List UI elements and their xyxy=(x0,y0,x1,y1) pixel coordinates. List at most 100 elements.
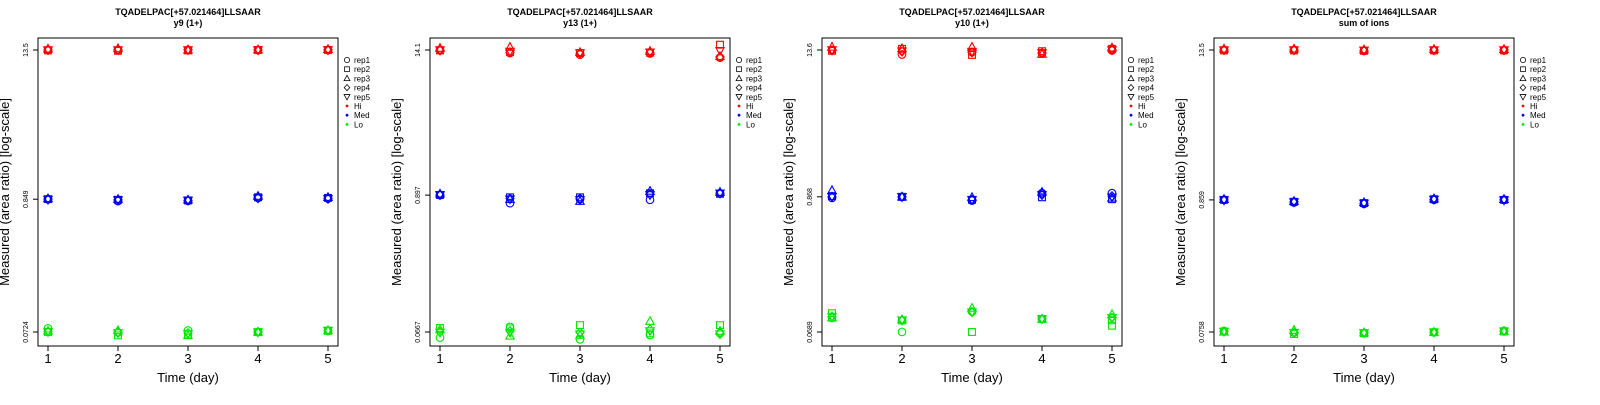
data-point-med-rep1 xyxy=(1107,188,1117,198)
legend-label: rep3 xyxy=(354,74,371,83)
legend-item-rep5 xyxy=(343,94,351,101)
data-points xyxy=(826,41,1118,337)
legend-marker xyxy=(735,83,743,92)
legend-item-rep5 xyxy=(1519,94,1527,101)
chart-title: TQADELPAC[+57.021464]LLSAAR xyxy=(115,7,261,17)
data-point-lo-rep5 xyxy=(896,316,908,326)
data-point-med-rep5 xyxy=(826,192,838,203)
y-tick-label: 0.0689 xyxy=(807,321,814,343)
legend-marker xyxy=(1519,56,1527,64)
data-point-lo-rep5 xyxy=(644,327,656,337)
x-tick-label: 3 xyxy=(968,351,975,366)
legend-marker xyxy=(1128,66,1134,72)
data-point-hi-rep5 xyxy=(714,47,726,57)
legend-marker xyxy=(1520,66,1526,72)
y-tick-label: 0.0724 xyxy=(23,321,30,343)
x-axis-label: Time (day) xyxy=(1333,370,1395,385)
legend-marker-med xyxy=(1129,113,1133,117)
legend-marker-lo xyxy=(737,123,741,126)
y-axis-label: Measured (area ratio) [log-scale] xyxy=(781,98,796,286)
legend-label: rep3 xyxy=(746,74,763,83)
data-point-med-rep5 xyxy=(966,196,978,206)
legend-label: rep1 xyxy=(1530,56,1547,65)
data-point-hi-rep3 xyxy=(252,44,264,54)
x-axis-label: Time (day) xyxy=(941,370,1003,385)
x-tick-label: 4 xyxy=(254,351,261,366)
legend-marker xyxy=(735,74,743,82)
data-point-med-rep1 xyxy=(645,195,655,205)
legend-marker-hi xyxy=(737,104,741,108)
x-tick-label: 3 xyxy=(184,351,191,366)
x-tick-label: 5 xyxy=(1500,351,1507,366)
data-point-med-rep5 xyxy=(1428,195,1440,206)
chart-subtitle: y9 (1+) xyxy=(174,18,203,28)
legend-label: rep4 xyxy=(1530,84,1547,93)
data-points xyxy=(1218,43,1510,339)
y-axis-label: Measured (area ratio) [log-scale] xyxy=(389,98,404,286)
legend-label: Lo xyxy=(1530,120,1539,129)
data-point-hi-rep5 xyxy=(504,47,516,58)
x-tick-label: 2 xyxy=(898,351,905,366)
legend-marker xyxy=(1519,94,1527,101)
plot-frame xyxy=(1213,37,1515,347)
legend-marker xyxy=(343,83,351,92)
legend-marker xyxy=(736,66,742,72)
legend-item-rep3 xyxy=(1127,74,1135,82)
data-point-med-rep3 xyxy=(1358,196,1370,207)
legend-label: rep5 xyxy=(746,93,763,102)
data-point-lo-rep3 xyxy=(644,315,656,325)
data-point-lo-rep5 xyxy=(322,326,334,336)
data-point-hi-rep5 xyxy=(1036,49,1048,59)
legend-item-rep1 xyxy=(343,56,351,64)
data-point-hi-rep3 xyxy=(966,41,978,51)
data-point-hi-rep3 xyxy=(714,50,726,61)
y-axis-label: Measured (area ratio) [log-scale] xyxy=(0,98,12,286)
y-tick-label: 13.5 xyxy=(23,43,30,57)
x-tick-label: 1 xyxy=(44,351,51,366)
legend-marker xyxy=(343,94,351,101)
legend-label: rep1 xyxy=(746,56,763,65)
legend-marker xyxy=(1519,83,1527,92)
data-point-hi-rep5 xyxy=(966,47,978,58)
y-axis-label: Measured (area ratio) [log-scale] xyxy=(1173,98,1188,286)
legend-item-rep2 xyxy=(1128,66,1134,72)
legend-label: rep2 xyxy=(746,65,763,74)
legend-label: rep3 xyxy=(1530,74,1547,83)
legend-label: Med xyxy=(354,111,370,120)
legend-item-rep4 xyxy=(343,83,351,92)
legend-label: rep2 xyxy=(354,65,371,74)
data-point-med-rep5 xyxy=(1358,199,1370,209)
x-tick-label: 1 xyxy=(1220,351,1227,366)
data-point-hi-rep5 xyxy=(42,46,54,56)
data-point-med-rep5 xyxy=(896,193,908,203)
data-point-hi-rep5 xyxy=(1218,46,1230,56)
legend-item-rep1 xyxy=(1127,56,1135,64)
data-point-hi-rep5 xyxy=(896,47,908,57)
legend-marker-lo xyxy=(1521,123,1525,126)
legend-marker-hi xyxy=(1129,104,1133,108)
data-point-lo-rep5 xyxy=(574,330,586,340)
legend-marker xyxy=(343,74,351,82)
data-point-hi-rep5 xyxy=(252,46,264,56)
data-point-lo-rep3 xyxy=(1358,327,1370,337)
data-point-lo-rep3 xyxy=(1106,308,1118,319)
legend-item-rep5 xyxy=(1127,94,1135,101)
data-point-med-rep5 xyxy=(1288,198,1300,208)
x-axis-label: Time (day) xyxy=(549,370,611,385)
data-point-lo-rep5 xyxy=(1218,327,1230,338)
data-point-lo-rep3 xyxy=(252,326,264,336)
data-point-lo-rep5 xyxy=(434,328,446,339)
data-point-hi-rep5 xyxy=(434,46,446,56)
data-point-lo-rep5 xyxy=(1498,327,1510,337)
legend-marker-hi xyxy=(1521,104,1525,108)
legend-label: Hi xyxy=(1530,102,1538,111)
data-point-lo-rep3 xyxy=(1036,313,1048,323)
data-point-hi-rep2 xyxy=(968,50,976,59)
data-point-hi-rep5 xyxy=(574,49,586,59)
legend-marker xyxy=(1519,74,1527,82)
chart-title: TQADELPAC[+57.021464]LLSAAR xyxy=(1291,7,1437,17)
legend-label: Med xyxy=(746,111,762,120)
legend-label: Hi xyxy=(746,102,754,111)
data-point-lo-rep2 xyxy=(968,328,976,336)
